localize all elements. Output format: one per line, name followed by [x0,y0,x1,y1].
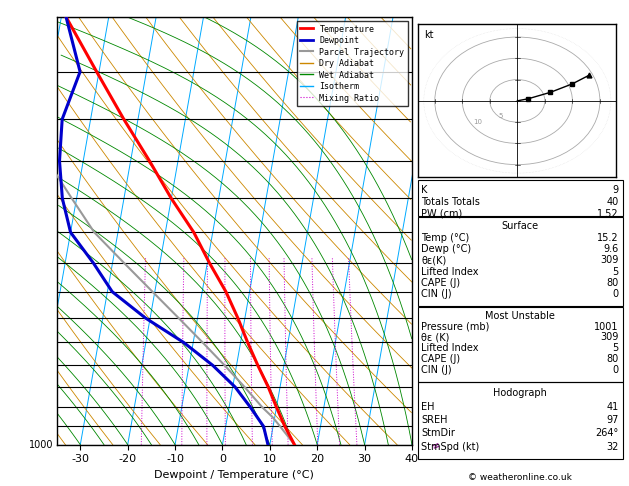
Text: Surface: Surface [501,221,539,231]
Text: 9: 9 [613,185,619,194]
Text: 97: 97 [606,415,619,425]
Text: 9.6: 9.6 [604,244,619,254]
Text: Hodograph: Hodograph [493,388,547,398]
Text: 264°: 264° [596,429,619,438]
Text: Most Unstable: Most Unstable [485,311,555,321]
Text: θε (K): θε (K) [421,332,450,342]
Text: K: K [421,185,428,194]
Text: ≡: ≡ [428,438,440,451]
Text: EH: EH [421,401,435,412]
Text: 80: 80 [607,278,619,288]
Text: 1000: 1000 [29,440,53,450]
Text: 5: 5 [613,343,619,353]
Text: Lifted Index: Lifted Index [421,266,479,277]
Text: Lifted Index: Lifted Index [421,343,479,353]
Text: 1001: 1001 [594,322,619,331]
Text: 15.2: 15.2 [598,233,619,243]
Text: Totals Totals: Totals Totals [421,197,481,207]
Text: PW (cm): PW (cm) [421,209,463,219]
Text: 0: 0 [613,289,619,299]
Text: 5: 5 [613,266,619,277]
X-axis label: Dewpoint / Temperature (°C): Dewpoint / Temperature (°C) [154,470,314,480]
Text: kt: kt [424,31,434,40]
Text: 1.52: 1.52 [598,209,619,219]
Text: θε(K): θε(K) [421,255,447,265]
Text: StmDir: StmDir [421,429,455,438]
Text: Pressure (mb): Pressure (mb) [421,322,490,331]
Text: 40: 40 [607,197,619,207]
Text: CIN (J): CIN (J) [421,364,452,375]
Text: CAPE (J): CAPE (J) [421,354,460,364]
Text: 309: 309 [601,255,619,265]
Text: Temp (°C): Temp (°C) [421,233,470,243]
Text: 32: 32 [606,442,619,452]
Text: 309: 309 [601,332,619,342]
Text: 0: 0 [613,364,619,375]
Text: © weatheronline.co.uk: © weatheronline.co.uk [468,473,572,482]
Text: SREH: SREH [421,415,448,425]
Text: 10: 10 [474,119,482,125]
Text: Dewp (°C): Dewp (°C) [421,244,472,254]
Text: CAPE (J): CAPE (J) [421,278,460,288]
Text: 41: 41 [607,401,619,412]
Legend: Temperature, Dewpoint, Parcel Trajectory, Dry Adiabat, Wet Adiabat, Isotherm, Mi: Temperature, Dewpoint, Parcel Trajectory… [297,21,408,106]
Text: StmSpd (kt): StmSpd (kt) [421,442,480,452]
Text: 5: 5 [498,113,503,119]
Text: CIN (J): CIN (J) [421,289,452,299]
Text: 80: 80 [607,354,619,364]
